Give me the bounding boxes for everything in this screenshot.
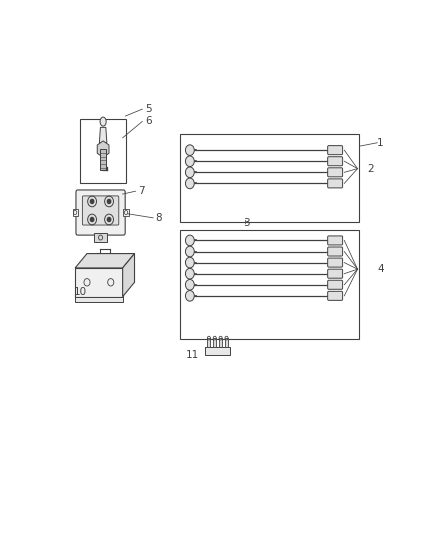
Bar — [219, 338, 222, 347]
FancyBboxPatch shape — [328, 236, 343, 245]
Bar — [124, 209, 129, 216]
Circle shape — [185, 290, 194, 301]
Bar — [205, 347, 230, 356]
Circle shape — [185, 246, 194, 257]
Text: 11: 11 — [186, 350, 199, 360]
Text: 5: 5 — [145, 104, 152, 114]
Polygon shape — [123, 254, 134, 297]
Text: 7: 7 — [138, 186, 145, 196]
Bar — [213, 338, 216, 347]
Bar — [94, 233, 107, 242]
Polygon shape — [97, 141, 109, 157]
Bar — [75, 268, 123, 297]
Bar — [207, 338, 210, 347]
Polygon shape — [75, 254, 134, 268]
Circle shape — [90, 199, 94, 204]
Circle shape — [185, 279, 194, 290]
Circle shape — [185, 167, 194, 177]
Bar — [180, 134, 359, 222]
FancyBboxPatch shape — [328, 258, 343, 267]
Circle shape — [185, 145, 194, 156]
Text: 10: 10 — [74, 287, 87, 297]
Circle shape — [185, 235, 194, 246]
Bar — [100, 149, 106, 169]
Circle shape — [185, 268, 194, 279]
FancyBboxPatch shape — [328, 280, 343, 289]
Text: 6: 6 — [145, 116, 152, 126]
Text: 2: 2 — [367, 164, 374, 174]
FancyBboxPatch shape — [328, 168, 343, 177]
Text: 1: 1 — [377, 138, 384, 148]
Circle shape — [107, 217, 111, 222]
Polygon shape — [99, 127, 107, 143]
Circle shape — [107, 199, 111, 204]
FancyBboxPatch shape — [328, 269, 343, 278]
Bar — [180, 230, 359, 339]
Text: 3: 3 — [243, 218, 250, 228]
Bar — [75, 297, 123, 302]
FancyBboxPatch shape — [328, 247, 343, 256]
Ellipse shape — [100, 117, 106, 126]
FancyBboxPatch shape — [328, 146, 343, 155]
Circle shape — [185, 156, 194, 166]
Bar — [225, 338, 228, 347]
Text: 4: 4 — [377, 264, 384, 274]
Circle shape — [185, 178, 194, 189]
FancyBboxPatch shape — [328, 292, 343, 301]
FancyBboxPatch shape — [328, 157, 343, 166]
Bar — [80, 119, 126, 183]
Circle shape — [90, 217, 94, 222]
Circle shape — [185, 257, 194, 268]
FancyBboxPatch shape — [76, 190, 125, 235]
FancyBboxPatch shape — [82, 196, 119, 225]
Bar — [73, 209, 78, 216]
Text: 8: 8 — [155, 213, 162, 223]
FancyBboxPatch shape — [328, 179, 343, 188]
